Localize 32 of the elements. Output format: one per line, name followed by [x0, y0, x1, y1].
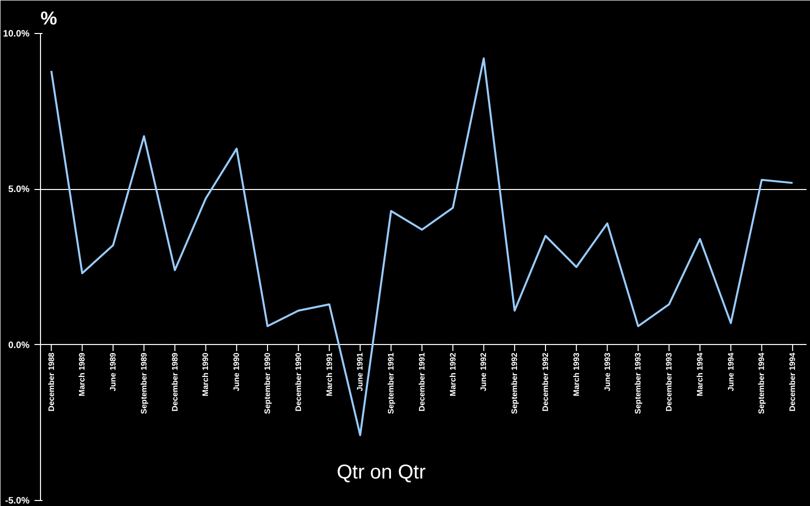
- x-tick-label: June 1990: [232, 352, 242, 392]
- x-tick-label: June 1989: [108, 352, 118, 392]
- x-tick-label: June 1991: [356, 352, 365, 392]
- x-tick-label: December 1989: [170, 352, 180, 412]
- x-tick-label: March 1989: [78, 352, 87, 396]
- y-tick-label: 5.0%: [8, 184, 30, 194]
- x-tick-label: December 1994: [788, 352, 798, 412]
- line-series: [50, 57, 794, 436]
- x-tick-label: September 1992: [510, 352, 520, 414]
- x-tick-label: December 1993: [664, 352, 674, 412]
- x-tick-label: December 1991: [417, 352, 426, 412]
- x-tick-label: December 1990: [294, 352, 303, 412]
- y-axis-title: %: [40, 8, 58, 28]
- y-tick-label: -5.0%: [5, 496, 30, 506]
- y-tick-label: 10.0%: [3, 28, 30, 38]
- x-tick-label: September 1991: [386, 352, 396, 414]
- x-tick-label: December 1992: [541, 352, 550, 412]
- x-tick-label: December 1988: [46, 352, 56, 412]
- x-tick-label: March 1991: [324, 352, 334, 396]
- x-tick-label: June 1994: [726, 352, 736, 392]
- x-tick-label: March 1990: [201, 352, 210, 396]
- annotation: Qtr on Qtr: [336, 461, 426, 484]
- x-tick-label: June 1993: [602, 352, 612, 392]
- x-tick-label: June 1992: [479, 352, 488, 392]
- x-tick-label: September 1990: [263, 352, 272, 414]
- x-tick-label: March 1994: [695, 352, 704, 396]
- x-tick-label: March 1993: [572, 352, 581, 396]
- x-tick-label: September 1989: [139, 352, 148, 414]
- x-tick-label: September 1994: [757, 352, 766, 414]
- x-tick-label: March 1992: [448, 352, 458, 396]
- y-tick-label: 0.0%: [8, 340, 30, 350]
- x-tick-label: September 1993: [634, 352, 643, 414]
